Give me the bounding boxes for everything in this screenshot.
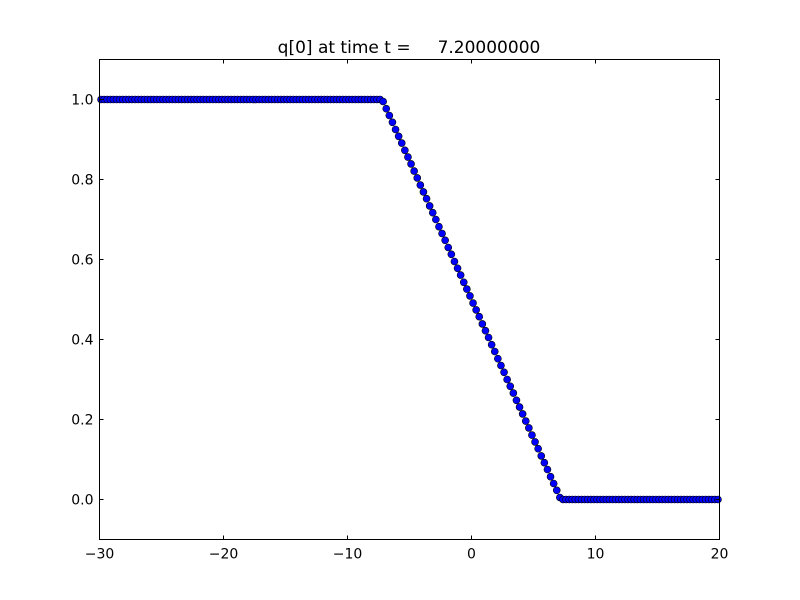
data-point [438, 229, 446, 238]
y-tick-label: 0.0 [71, 493, 93, 509]
data-point [512, 396, 521, 405]
data-point [463, 285, 471, 293]
x-tick-label: −20 [209, 547, 239, 563]
x-tick: −20 [209, 59, 239, 563]
data-point [540, 458, 549, 467]
data-point [531, 438, 539, 446]
data-point [528, 431, 536, 439]
data-point [509, 389, 518, 397]
y-tick-label: 0.2 [71, 413, 93, 429]
data-point [428, 208, 437, 217]
data-point [407, 160, 415, 168]
data-point [453, 264, 462, 273]
data-points [97, 95, 722, 504]
data-point [497, 361, 505, 370]
data-point [525, 424, 533, 432]
data-point [416, 181, 425, 189]
data-point [543, 465, 552, 474]
y-tick: 0.0 [71, 493, 720, 509]
x-tick-label: 10 [587, 547, 605, 563]
data-point [432, 215, 440, 224]
data-point [515, 403, 524, 411]
data-point [503, 375, 511, 384]
ticks: −30 −20 −10 0 10 20 0.0 0.2 0.4 0.6 0.8 1.0 [71, 59, 729, 563]
data-point [487, 340, 496, 349]
data-point [444, 243, 453, 252]
y-tick: 0.4 [71, 333, 720, 349]
data-point [388, 118, 397, 127]
data-point [447, 250, 456, 259]
data-point [422, 194, 431, 203]
data-point [549, 479, 558, 488]
y-tick: 1.0 [71, 93, 720, 109]
data-point [521, 417, 530, 425]
data-point [546, 472, 555, 481]
y-tick: 0.6 [71, 253, 720, 269]
data-point [490, 347, 499, 356]
data-point [435, 222, 443, 231]
chart-title: q[0] at time t = 7.20000000 [278, 38, 541, 58]
x-tick: 10 [587, 59, 605, 563]
data-point [500, 368, 508, 377]
data-point [475, 312, 484, 321]
data-point [404, 153, 412, 161]
data-point [472, 306, 480, 314]
data-point [494, 354, 502, 363]
data-point [397, 139, 406, 147]
data-point [459, 278, 468, 287]
data-point [506, 382, 515, 391]
data-point [379, 97, 387, 106]
y-tick-label: 1.0 [71, 93, 93, 109]
data-point [394, 132, 403, 141]
data-point [478, 320, 487, 328]
data-point [450, 257, 459, 266]
data-point [385, 111, 394, 120]
data-point [537, 452, 546, 460]
data-point [466, 292, 474, 300]
y-tick: 0.2 [71, 413, 720, 429]
data-point [401, 146, 409, 155]
data-point [456, 271, 465, 279]
data-point [534, 444, 542, 453]
data-point [469, 299, 477, 307]
data-point [413, 174, 422, 182]
y-tick-label: 0.6 [71, 253, 93, 269]
x-tick: 0 [467, 59, 476, 563]
y-tick: 0.8 [71, 173, 720, 189]
data-point [425, 202, 434, 210]
data-point [518, 410, 527, 418]
x-tick: −10 [333, 59, 363, 563]
data-point [484, 333, 493, 342]
y-tick-label: 0.4 [71, 333, 93, 349]
x-tick-label: 20 [711, 547, 729, 563]
data-point [552, 486, 561, 495]
data-point [481, 326, 490, 335]
axes-frame [99, 59, 720, 540]
data-point [419, 188, 428, 196]
y-tick-label: 0.8 [71, 173, 93, 189]
data-point [441, 236, 449, 245]
data-point [410, 167, 418, 175]
x-tick-label: −30 [85, 547, 115, 563]
x-tick-label: −10 [333, 547, 363, 563]
x-tick-label: 0 [467, 547, 476, 563]
data-point [382, 104, 391, 113]
data-point [391, 125, 400, 134]
